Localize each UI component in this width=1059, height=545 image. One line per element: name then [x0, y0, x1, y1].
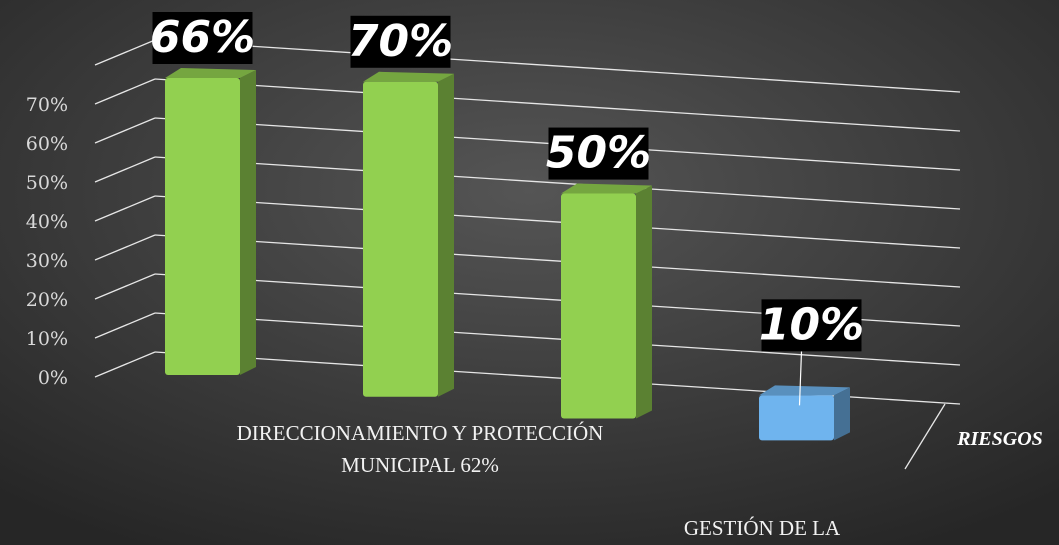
- bar-top: [759, 385, 850, 396]
- y-tick-label: 20%: [26, 289, 68, 311]
- bar: [363, 71, 454, 397]
- bar-side: [636, 185, 652, 419]
- bar-top: [165, 68, 256, 78]
- bar-top: [561, 183, 652, 194]
- y-tick-label: 0%: [38, 367, 68, 389]
- bar-front: [759, 395, 834, 441]
- grid-line: [94, 351, 156, 378]
- y-tick-label: 50%: [26, 172, 68, 194]
- y-tick-label: 10%: [26, 328, 68, 350]
- bar: [165, 68, 256, 375]
- grid-line: [94, 234, 156, 261]
- grid-line: [154, 156, 961, 210]
- grid-line: [154, 234, 961, 288]
- category-label: GESTIÓN DE LA: [684, 516, 841, 540]
- bar-front: [165, 78, 240, 375]
- label-connector: [798, 351, 803, 406]
- grid-line: [94, 312, 156, 339]
- grid-line: [154, 312, 961, 366]
- bar-top: [363, 71, 454, 82]
- value-label: 10%: [759, 299, 864, 350]
- y-tick-label: 60%: [26, 133, 68, 155]
- value-label-box: [350, 15, 451, 68]
- bar-side: [240, 70, 256, 375]
- grid-line: [94, 78, 156, 105]
- y-tick-label: 40%: [26, 211, 68, 233]
- value-label: 50%: [546, 128, 651, 179]
- bar: [561, 183, 652, 419]
- bar-front: [561, 193, 636, 419]
- grid-line: [94, 117, 156, 144]
- category-label: MUNICIPAL 62%: [341, 453, 499, 477]
- bar-side: [438, 73, 454, 397]
- grid-line: [94, 156, 156, 183]
- value-label-box: [761, 299, 862, 352]
- floor-edge: [904, 403, 946, 470]
- value-label-box: [152, 12, 253, 64]
- y-tick-label: 70%: [26, 94, 68, 116]
- frame-line: [154, 39, 961, 93]
- value-label: 66%: [150, 12, 255, 63]
- bar-side: [834, 387, 850, 441]
- grid-line: [154, 195, 961, 249]
- value-label-box: [548, 127, 649, 180]
- category-label: DIRECCIONAMIENTO Y PROTECCIÓN: [237, 421, 604, 445]
- grid-line: [94, 195, 156, 222]
- bar-front: [363, 81, 438, 397]
- value-label: 70%: [348, 16, 453, 67]
- axis-label: RIESGOS: [956, 428, 1043, 450]
- grid-line: [94, 273, 156, 300]
- frame-line: [94, 39, 156, 66]
- y-tick-label: 30%: [26, 250, 68, 272]
- grid-line: [154, 78, 961, 132]
- bar: [759, 385, 850, 441]
